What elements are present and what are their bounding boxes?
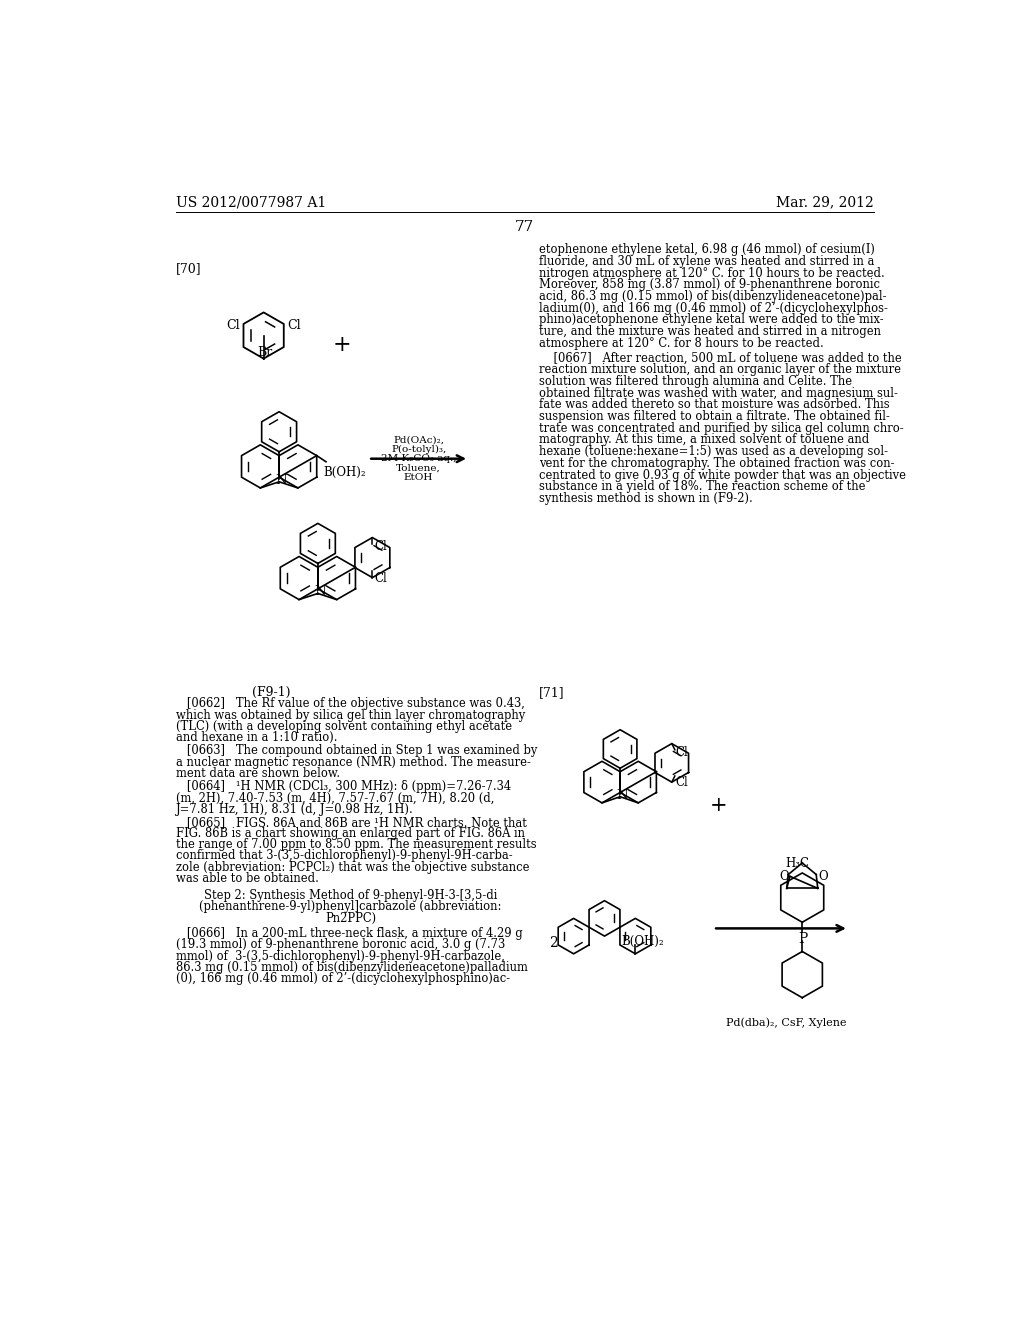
Text: Pd(OAc)₂,: Pd(OAc)₂,	[393, 436, 444, 445]
Text: US 2012/0077987 A1: US 2012/0077987 A1	[176, 195, 327, 210]
Text: suspension was filtered to obtain a filtrate. The obtained fil-: suspension was filtered to obtain a filt…	[539, 411, 890, 422]
Text: etophenone ethylene ketal, 6.98 g (46 mmol) of cesium(I): etophenone ethylene ketal, 6.98 g (46 mm…	[539, 243, 874, 256]
Text: nitrogen atmosphere at 120° C. for 10 hours to be reacted.: nitrogen atmosphere at 120° C. for 10 ho…	[539, 267, 885, 280]
Text: [0663]   The compound obtained in Step 1 was examined by: [0663] The compound obtained in Step 1 w…	[176, 744, 538, 758]
Text: B(OH)₂: B(OH)₂	[622, 936, 664, 948]
Text: 2M K₂CO₃ aq.,: 2M K₂CO₃ aq.,	[381, 454, 457, 463]
Text: solution was filtered through alumina and Celite. The: solution was filtered through alumina an…	[539, 375, 852, 388]
Text: atmosphere at 120° C. for 8 hours to be reacted.: atmosphere at 120° C. for 8 hours to be …	[539, 337, 823, 350]
Text: FIG. 86B is a chart showing an enlarged part of FIG. 86A in: FIG. 86B is a chart showing an enlarged …	[176, 828, 525, 840]
Text: Cl: Cl	[676, 746, 688, 759]
Text: (m, 2H), 7.40-7.53 (m, 4H), 7.57-7.67 (m, 7H), 8.20 (d,: (m, 2H), 7.40-7.53 (m, 4H), 7.57-7.67 (m…	[176, 792, 495, 804]
Text: O: O	[818, 870, 828, 883]
Text: Toluene,: Toluene,	[396, 463, 441, 473]
Text: substance in a yield of 18%. The reaction scheme of the: substance in a yield of 18%. The reactio…	[539, 480, 865, 494]
Text: N: N	[616, 788, 628, 801]
Text: P(o-tolyl)₃,: P(o-tolyl)₃,	[391, 445, 446, 454]
Text: [0667]   After reaction, 500 mL of toluene was added to the: [0667] After reaction, 500 mL of toluene…	[539, 351, 901, 364]
Text: [0664]   ¹H NMR (CDCl₃, 300 MHz): δ (ppm)=7.26-7.34: [0664] ¹H NMR (CDCl₃, 300 MHz): δ (ppm)=…	[176, 780, 511, 793]
Text: [0662]   The Rf value of the objective substance was 0.43,: [0662] The Rf value of the objective sub…	[176, 697, 525, 710]
Text: matography. At this time, a mixed solvent of toluene and: matography. At this time, a mixed solven…	[539, 433, 869, 446]
Text: hexane (toluene:hexane=1:5) was used as a developing sol-: hexane (toluene:hexane=1:5) was used as …	[539, 445, 888, 458]
Text: the range of 7.00 ppm to 8.50 ppm. The measurement results: the range of 7.00 ppm to 8.50 ppm. The m…	[176, 838, 537, 851]
Text: was able to be obtained.: was able to be obtained.	[176, 871, 318, 884]
Text: 2: 2	[549, 936, 558, 950]
Text: Moreover, 858 mg (3.87 mmol) of 9-phenanthrene boronic: Moreover, 858 mg (3.87 mmol) of 9-phenan…	[539, 279, 880, 292]
Text: Cl: Cl	[226, 318, 240, 331]
Text: a nuclear magnetic resonance (NMR) method. The measure-: a nuclear magnetic resonance (NMR) metho…	[176, 755, 530, 768]
Text: fate was added thereto so that moisture was adsorbed. This: fate was added thereto so that moisture …	[539, 399, 890, 412]
Text: 86.3 mg (0.15 mmol) of bis(dibenzylideneacetone)palladium: 86.3 mg (0.15 mmol) of bis(dibenzylidene…	[176, 961, 528, 974]
Text: and hexane in a 1:10 ratio).: and hexane in a 1:10 ratio).	[176, 731, 338, 744]
Text: synthesis method is shown in (F9-2).: synthesis method is shown in (F9-2).	[539, 492, 753, 506]
Text: (19.3 mmol) of 9-phenanthrene boronic acid, 3.0 g (7.73: (19.3 mmol) of 9-phenanthrene boronic ac…	[176, 939, 505, 952]
Text: (F9-1): (F9-1)	[252, 686, 291, 698]
Text: +: +	[710, 796, 727, 814]
Text: obtained filtrate was washed with water, and magnesium sul-: obtained filtrate was washed with water,…	[539, 387, 898, 400]
Text: [71]: [71]	[539, 686, 564, 698]
Text: H₃C: H₃C	[785, 857, 809, 870]
Text: Cl: Cl	[375, 540, 387, 553]
Text: phino)acetophenone ethylene ketal were added to the mix-: phino)acetophenone ethylene ketal were a…	[539, 313, 884, 326]
Text: Step 2: Synthesis Method of 9-phenyl-9H-3-[3,5-di: Step 2: Synthesis Method of 9-phenyl-9H-…	[204, 890, 497, 902]
Text: (0), 166 mg (0.46 mmol) of 2’-(dicyclohexylphosphino)ac-: (0), 166 mg (0.46 mmol) of 2’-(dicyclohe…	[176, 972, 510, 985]
Text: mmol) of  3-(3,5-dichlorophenyl)-9-phenyl-9H-carbazole,: mmol) of 3-(3,5-dichlorophenyl)-9-phenyl…	[176, 949, 505, 962]
Text: Cl: Cl	[676, 776, 688, 789]
Text: J=7.81 Hz, 1H), 8.31 (d, J=0.98 Hz, 1H).: J=7.81 Hz, 1H), 8.31 (d, J=0.98 Hz, 1H).	[176, 803, 414, 816]
Text: Mar. 29, 2012: Mar. 29, 2012	[776, 195, 873, 210]
Text: centrated to give 0.93 g of white powder that was an objective: centrated to give 0.93 g of white powder…	[539, 469, 906, 482]
Text: zole (abbreviation: PCPCl₂) that was the objective substance: zole (abbreviation: PCPCl₂) that was the…	[176, 861, 529, 874]
Text: Cl: Cl	[375, 572, 387, 585]
Text: acid, 86.3 mg (0.15 mmol) of bis(dibenzylideneacetone)pal-: acid, 86.3 mg (0.15 mmol) of bis(dibenzy…	[539, 290, 886, 302]
Text: [70]: [70]	[176, 263, 202, 276]
Text: EtOH: EtOH	[403, 473, 433, 482]
Text: which was obtained by silica gel thin layer chromatography: which was obtained by silica gel thin la…	[176, 709, 525, 722]
Text: P: P	[799, 932, 808, 946]
Text: fluoride, and 30 mL of xylene was heated and stirred in a: fluoride, and 30 mL of xylene was heated…	[539, 255, 874, 268]
Text: N: N	[275, 474, 287, 487]
Text: +: +	[333, 334, 351, 356]
Text: N: N	[314, 585, 326, 598]
Text: ladium(0), and 166 mg (0.46 mmol) of 2’-(dicyclohexylphos-: ladium(0), and 166 mg (0.46 mmol) of 2’-…	[539, 302, 888, 314]
Text: ture, and the mixture was heated and stirred in a nitrogen: ture, and the mixture was heated and sti…	[539, 325, 881, 338]
Text: O: O	[779, 870, 788, 883]
Text: Br: Br	[257, 346, 272, 359]
Text: (TLC) (with a developing solvent containing ethyl acetate: (TLC) (with a developing solvent contain…	[176, 719, 512, 733]
Text: [0666]   In a 200-mL three-neck flask, a mixture of 4.29 g: [0666] In a 200-mL three-neck flask, a m…	[176, 927, 523, 940]
Text: (phenanthrene-9-yl)phenyl]carbazole (abbreviation:: (phenanthrene-9-yl)phenyl]carbazole (abb…	[200, 900, 502, 913]
Text: trate was concentrated and purified by silica gel column chro-: trate was concentrated and purified by s…	[539, 422, 903, 434]
Text: ment data are shown below.: ment data are shown below.	[176, 767, 340, 780]
Text: Cl: Cl	[287, 318, 300, 331]
Text: Pn2PPC): Pn2PPC)	[325, 911, 376, 924]
Text: B(OH)₂: B(OH)₂	[323, 466, 366, 479]
Text: 77: 77	[515, 220, 535, 234]
Text: reaction mixture solution, and an organic layer of the mixture: reaction mixture solution, and an organi…	[539, 363, 901, 376]
Text: Pd(dba)₂, CsF, Xylene: Pd(dba)₂, CsF, Xylene	[726, 1016, 847, 1027]
Text: confirmed that 3-(3,5-dichlorophenyl)-9-phenyl-9H-carba-: confirmed that 3-(3,5-dichlorophenyl)-9-…	[176, 850, 513, 862]
Text: vent for the chromatography. The obtained fraction was con-: vent for the chromatography. The obtaine…	[539, 457, 894, 470]
Text: [0665]   FIGS. 86A and 86B are ¹H NMR charts. Note that: [0665] FIGS. 86A and 86B are ¹H NMR char…	[176, 816, 527, 829]
